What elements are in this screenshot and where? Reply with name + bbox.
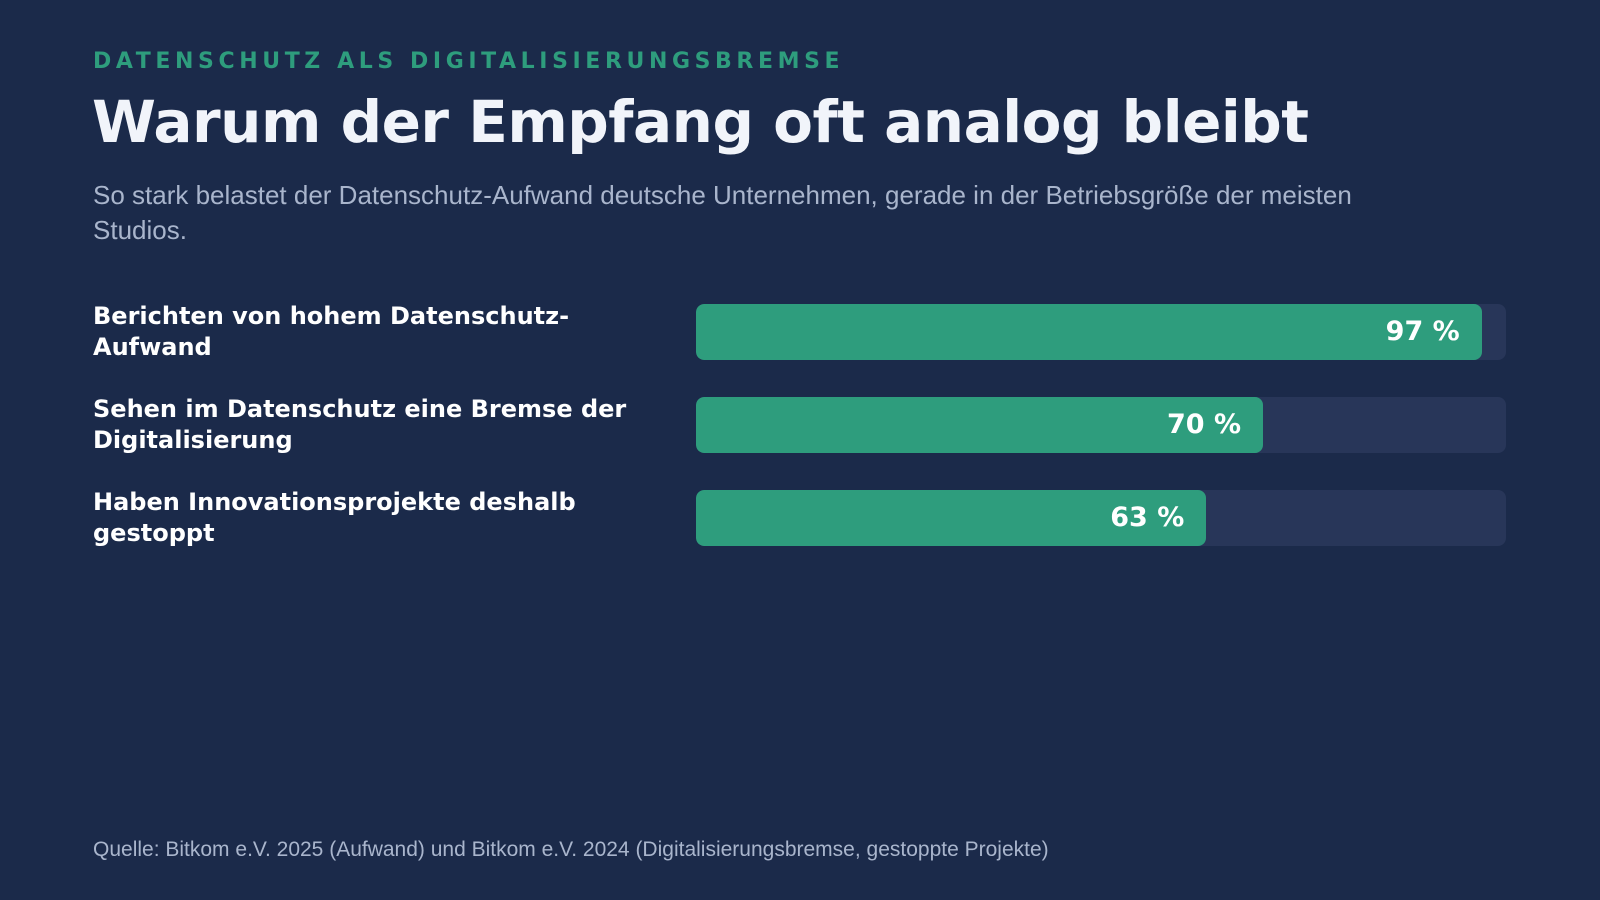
bar-category-label: Haben Innovationsprojekte deshalb gestop… [93, 488, 576, 547]
bar-category-label: Sehen im Datenschutz eine Bremse der Dig… [93, 395, 627, 454]
bar: 97 % [696, 304, 1482, 360]
bar: 70 % [696, 397, 1263, 453]
subtitle: So stark belastet der Datenschutz-Aufwan… [93, 180, 1352, 245]
bar-track: 63 % [696, 490, 1506, 546]
bar-track: 97 % [696, 304, 1506, 360]
bar-row: Sehen im Datenschutz eine Bremse der Dig… [93, 395, 1508, 454]
page-title: Warum der Empfang oft analog bleibt [92, 88, 1309, 156]
bar-category-label: Berichten von hohem Datenschutz-Aufwand [93, 302, 570, 361]
bar-row: Haben Innovationsprojekte deshalb gestop… [93, 488, 1508, 547]
bar-row: Berichten von hohem Datenschutz-Aufwand … [93, 302, 1508, 361]
source-note: Quelle: Bitkom e.V. 2025 (Aufwand) und B… [93, 838, 1049, 861]
bar-value-label: 63 % [1110, 502, 1185, 533]
eyebrow: DATENSCHUTZ ALS DIGITALISIERUNGSBREMSE [93, 49, 845, 74]
bar-value-label: 70 % [1166, 409, 1241, 440]
bar: 63 % [696, 490, 1207, 546]
bar-track: 70 % [696, 397, 1506, 453]
bar-value-label: 97 % [1385, 316, 1460, 347]
